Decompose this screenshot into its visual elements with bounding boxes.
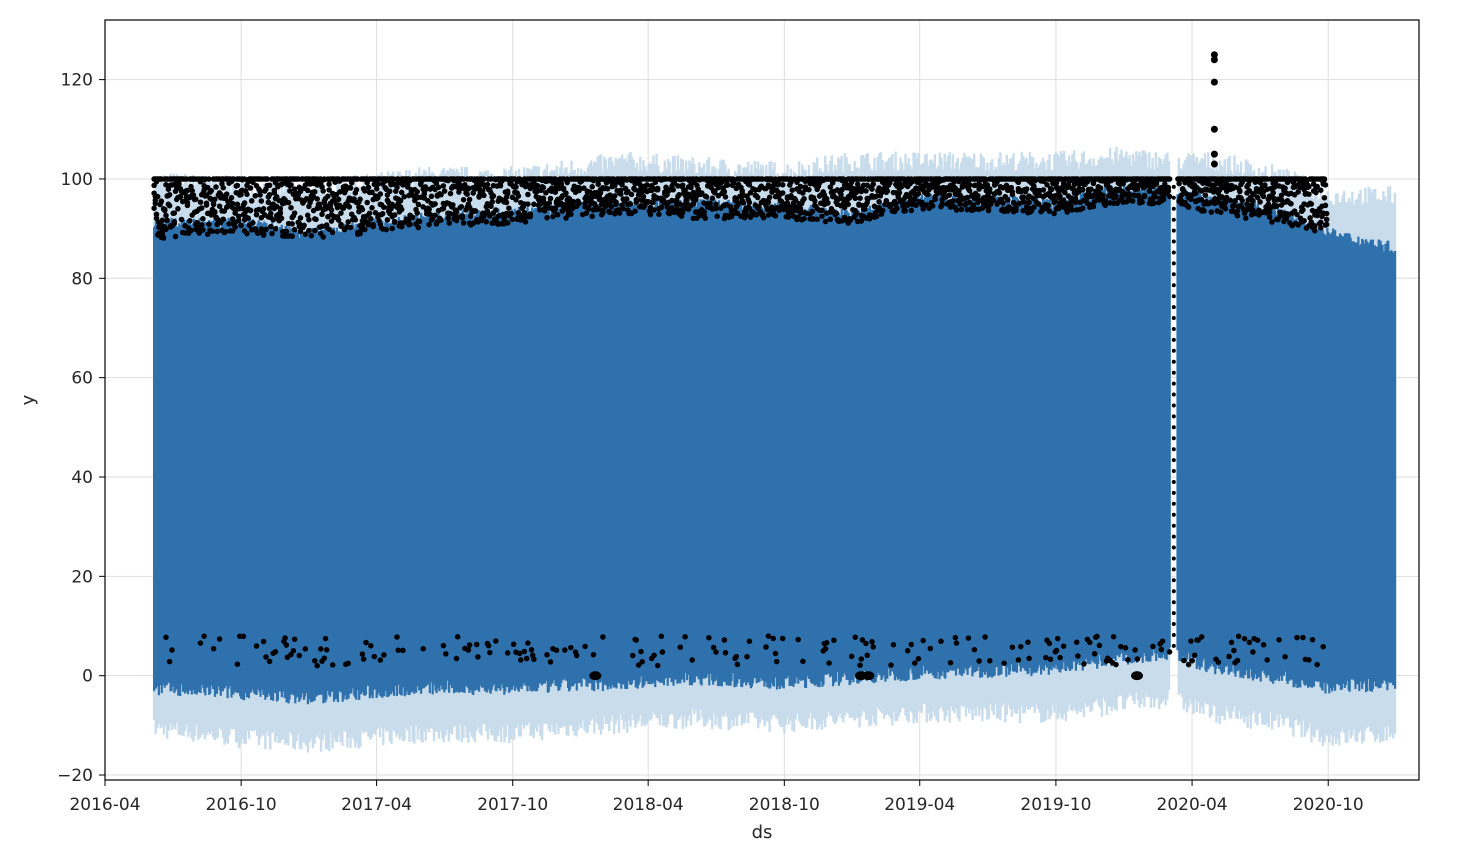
y-tick-label: 100 bbox=[61, 170, 93, 190]
y-tick-label: 120 bbox=[61, 71, 93, 91]
x-tick-label: 2018-10 bbox=[749, 795, 820, 815]
y-tick-label: 60 bbox=[71, 369, 93, 389]
y-tick-label: 20 bbox=[71, 567, 93, 587]
x-tick-label: 2020-04 bbox=[1157, 795, 1228, 815]
observed-zero-cluster bbox=[1131, 671, 1144, 681]
x-tick-label: 2016-04 bbox=[69, 795, 140, 815]
y-tick-label: −20 bbox=[57, 766, 93, 786]
x-tick-label: 2019-04 bbox=[884, 795, 955, 815]
x-axis-label: ds bbox=[752, 822, 773, 843]
y-tick-label: 80 bbox=[71, 269, 93, 289]
observed-outlier-point bbox=[1210, 125, 1218, 133]
forecast-band bbox=[153, 182, 1397, 705]
observed-outlier-point bbox=[1210, 160, 1218, 168]
x-tick-label: 2020-10 bbox=[1293, 795, 1364, 815]
observed-zero-cluster bbox=[862, 671, 875, 681]
x-tick-label: 2017-04 bbox=[341, 795, 412, 815]
observed-points bbox=[151, 176, 1330, 669]
observed-outlier-point bbox=[1210, 56, 1218, 64]
observed-outlier-point bbox=[1210, 150, 1218, 158]
observed-outlier-point bbox=[1210, 78, 1218, 86]
observed-zero-cluster bbox=[589, 671, 602, 681]
y-tick-label: 0 bbox=[82, 667, 93, 687]
x-tick-label: 2016-10 bbox=[206, 795, 277, 815]
y-axis-label: y bbox=[18, 394, 39, 405]
axes: 2016-04 2016-10 2017-04 2017-10 2018-04 2018-… bbox=[57, 71, 1364, 815]
x-tick-label: 2018-04 bbox=[613, 795, 684, 815]
observed-outlier-point bbox=[1210, 51, 1218, 59]
x-tick-label: 2017-10 bbox=[477, 795, 548, 815]
plot-frame bbox=[104, 19, 1420, 781]
plot-area bbox=[151, 51, 1397, 753]
x-tick-label: 2019-10 bbox=[1020, 795, 1091, 815]
y-tick-label: 40 bbox=[71, 468, 93, 488]
